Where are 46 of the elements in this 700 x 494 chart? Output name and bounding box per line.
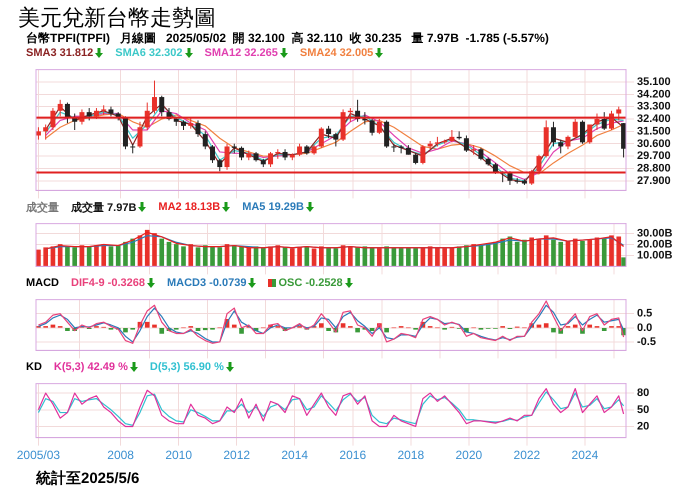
series-label: MA2 18.13B	[158, 201, 220, 213]
y-tick-label: 30.00B	[637, 228, 673, 240]
chart-title: KD	[26, 361, 42, 373]
text: MACD3 -0.0739	[166, 277, 246, 289]
chart-subtitle: 台幣TPFI(TPFI) 月線圖 2025/05/02 開 32.100 高 32.110 收 30.235 量 7.97B -1.785 (-5.57%)	[26, 30, 550, 46]
x-tick-label: 2016	[339, 448, 366, 462]
text: MA5 19.29B	[242, 201, 304, 213]
y-tick-label: 0.5	[637, 308, 652, 320]
chart-title: 美元兌新台幣走勢圖	[17, 4, 217, 30]
x-tick-label: 2020	[455, 448, 482, 462]
x-tick-label: 2014	[281, 448, 308, 462]
series-label: D(5,3) 56.90 %	[150, 361, 224, 373]
y-tick-label: 35.100	[637, 76, 671, 88]
y-tick-label: 31.500	[637, 125, 671, 138]
series-label: 成交量 7.97B	[71, 200, 136, 214]
chart-title: 成交量	[26, 200, 59, 214]
y-tick-label: 34.200	[637, 88, 671, 100]
y-tick-label: 30.600	[637, 138, 671, 150]
text: SMA24 32.005	[300, 47, 374, 59]
x-tick-label: 2022	[514, 448, 541, 462]
y-tick-label: 80	[637, 387, 650, 400]
y-tick-label: 20	[637, 420, 650, 432]
y-tick-label: 50	[637, 404, 650, 416]
x-tick-label: 2018	[397, 448, 424, 462]
y-tick-label: 0.0	[637, 322, 652, 334]
text: SMA3 31.812	[26, 47, 94, 59]
y-tick-label: 27.900	[637, 174, 671, 187]
x-tick-label: 2012	[223, 448, 250, 462]
series-label: DIF4-9 -0.3268	[71, 277, 145, 289]
y-tick-label: -0.5	[637, 336, 656, 348]
chart-title: MACD	[26, 277, 59, 289]
y-tick-label: 29.700	[637, 150, 671, 162]
y-tick-label: 10.00B	[637, 249, 673, 262]
x-tick-label: 2024	[572, 448, 599, 462]
y-tick-label: 33.300	[637, 100, 671, 113]
text: OSC -0.2528	[278, 277, 343, 289]
text: SMA12 32.265	[204, 47, 278, 59]
x-tick-label: 2008	[107, 448, 134, 462]
y-tick-label: 20.00B	[637, 238, 673, 250]
text: SMA6 32.302	[115, 47, 183, 59]
y-tick-label: 28.800	[637, 162, 671, 174]
x-tick-label: 2005/03	[16, 448, 60, 462]
text: 統計至2025/5/6	[36, 469, 140, 488]
series-label: K(5,3) 42.49 %	[54, 361, 128, 373]
x-tick-label: 2010	[165, 448, 192, 462]
y-tick-label: 32.400	[637, 113, 671, 126]
